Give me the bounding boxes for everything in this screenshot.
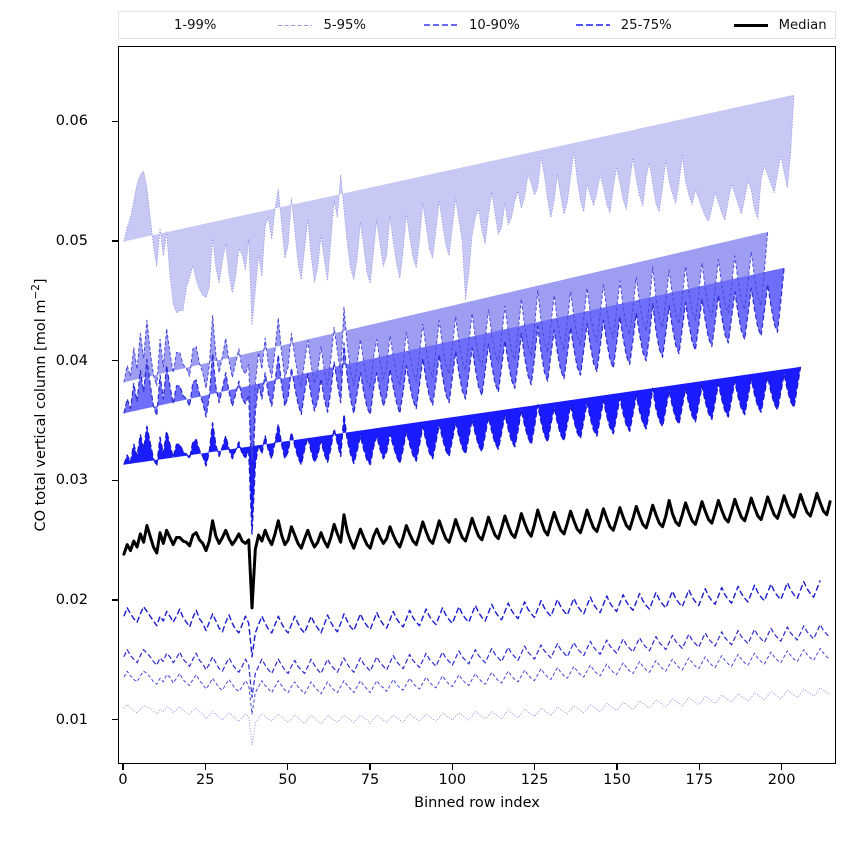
band-10-90-fill: [123, 267, 785, 487]
band-5-95-upper-edge: [123, 231, 769, 460]
legend-label-5-95: 5-95%: [323, 17, 366, 33]
y-tick-label: 0.02: [55, 592, 88, 609]
legend-swatch-1-99-icon: [129, 19, 163, 31]
band-5-95-lower-edge: [123, 647, 831, 715]
x-tick-label: 200: [767, 772, 796, 788]
x-tick-mark: [451, 764, 453, 770]
x-axis-label: Binned row index: [414, 795, 540, 811]
band-1-99-lower-edge: [123, 687, 831, 746]
legend: 1-99% 5-95% 10-90% 25-75% Median: [118, 11, 836, 39]
legend-label-10-90: 10-90%: [468, 17, 520, 33]
y-tick-mark: [112, 599, 118, 601]
legend-label-median: Median: [778, 17, 827, 33]
y-tick-label: 0.04: [55, 352, 88, 369]
legend-entry-25-75[interactable]: 25-75%: [575, 12, 672, 38]
y-tick-label: 0.03: [55, 472, 88, 489]
x-tick-mark: [286, 764, 289, 770]
band-1-99-upper-edge: [123, 94, 795, 326]
x-tick-mark: [781, 764, 783, 770]
legend-entry-median[interactable]: Median: [733, 12, 827, 38]
x-tick-label: 125: [520, 772, 549, 788]
legend-label-1-99: 1-99%: [174, 17, 217, 33]
x-tick-mark: [698, 764, 700, 770]
legend-entry-10-90[interactable]: 10-90%: [423, 12, 520, 38]
band-10-90-upper-edge: [123, 267, 785, 487]
x-tick-mark: [204, 764, 206, 770]
y-axis-label: CO total vertical column [mol m−2]: [30, 46, 49, 764]
band-1-99-fill: [123, 94, 794, 326]
x-tick-mark: [616, 764, 618, 770]
y-tick-mark: [112, 719, 118, 721]
x-tick-mark: [533, 764, 536, 770]
x-tick-label: 75: [360, 772, 380, 788]
x-tick-mark: [369, 764, 371, 770]
x-tick-label: 150: [603, 772, 631, 788]
y-axis-label-suffix: ]: [32, 278, 49, 285]
x-tick-label: 175: [685, 772, 714, 788]
y-tick-label: 0.05: [55, 233, 88, 250]
x-tick-label: 100: [438, 772, 467, 788]
legend-label-25-75: 25-75%: [620, 17, 672, 33]
legend-swatch-5-95-icon: [278, 19, 313, 31]
y-tick-mark: [112, 479, 118, 482]
x-tick-mark: [122, 764, 124, 770]
band-10-90-lower-edge: [123, 623, 831, 698]
y-tick-mark: [112, 120, 118, 123]
median-line: [122, 491, 832, 610]
y-axis-label-exponent: −2: [30, 284, 42, 300]
y-axis-label-text: CO total vertical column [mol m: [32, 299, 49, 532]
band-25-75-upper-edge: [123, 366, 802, 535]
legend-swatch-10-90-icon: [423, 19, 458, 31]
x-tick-label: 25: [196, 772, 215, 788]
legend-swatch-25-75-icon: [575, 19, 610, 31]
percentile-fan-chart: [122, 94, 832, 746]
x-tick-label: 0: [118, 772, 128, 788]
band-25-75-fill: [123, 366, 801, 534]
x-tick-label: 50: [278, 772, 297, 788]
legend-entry-5-95[interactable]: 5-95%: [278, 12, 366, 38]
plot-area: [118, 46, 836, 764]
legend-entry-1-99[interactable]: 1-99%: [129, 12, 216, 38]
y-tick-mark: [112, 240, 118, 242]
legend-swatch-median-icon: [733, 19, 768, 31]
y-tick-label: 0.06: [55, 113, 88, 130]
y-tick-mark: [112, 360, 118, 362]
y-tick-label: 0.01: [55, 711, 88, 728]
